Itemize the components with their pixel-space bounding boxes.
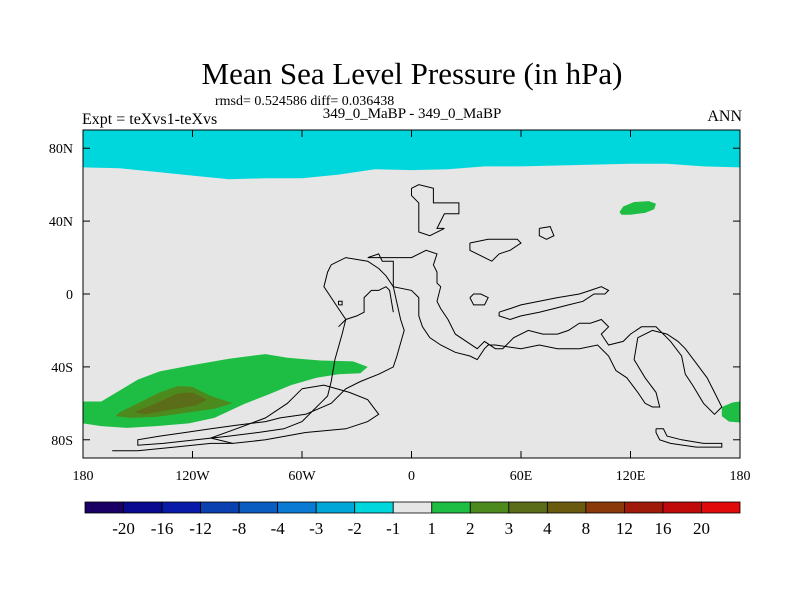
colorbar-label: 16 <box>654 519 671 538</box>
colorbar-swatch <box>701 501 741 514</box>
region-southern-ocean-positive-cell-east <box>721 401 740 423</box>
y-tick-label: 40N <box>49 215 73 230</box>
x-tick-label: 60E <box>510 469 533 484</box>
region-southern-ocean-core-cell <box>134 392 208 415</box>
y-tick-label: 80N <box>49 142 73 157</box>
x-tick-label: 120W <box>175 469 210 484</box>
colorbar-swatch <box>392 501 433 514</box>
x-tick-label: 60W <box>288 469 316 484</box>
colorbar-label: -1 <box>386 519 400 538</box>
colorbar-label: -4 <box>271 519 286 538</box>
colorbar-swatch <box>161 501 201 514</box>
colorbar-label: 2 <box>466 519 475 538</box>
colorbar-label: 8 <box>582 519 591 538</box>
colorbar-swatch <box>200 501 240 514</box>
coastline-asia-north <box>469 238 522 262</box>
colorbar-label: 4 <box>543 519 552 538</box>
x-tick-label: 120E <box>616 469 646 484</box>
x-tick-label: 180 <box>730 469 751 484</box>
coastline-middle-east <box>498 286 610 321</box>
colorbar-swatch <box>508 501 548 514</box>
colorbar-swatch <box>431 501 471 514</box>
x-tick-label: 0 <box>408 469 415 484</box>
y-tick-label: 40S <box>51 361 73 376</box>
coastlines <box>112 184 723 452</box>
coastline-central-landmass <box>367 249 723 416</box>
colorbar-swatch <box>624 501 664 514</box>
colorbar-label: -16 <box>151 519 174 538</box>
chart-subtitle: 349_0_MaBP - 349_0_MaBP <box>322 106 502 122</box>
colorbar: -20 -16 -12 -8 -4 -3 -2 -1 1 2 3 4 8 12 16 20 <box>84 501 741 538</box>
coastline-small-island <box>338 300 343 306</box>
coastline-southern-landmass <box>209 384 380 444</box>
colorbar-label: -2 <box>348 519 362 538</box>
region-north-pacific-positive-cell <box>619 201 656 215</box>
colorbar-swatch <box>662 501 702 514</box>
colorbar-swatch <box>315 501 356 514</box>
region-north-polar-band <box>83 130 740 180</box>
coastline-africa-south-asia <box>338 286 394 328</box>
colorbar-label: -8 <box>232 519 246 538</box>
contour-regions <box>83 130 740 428</box>
colorbar-label: -3 <box>309 519 323 538</box>
colorbar-label: 1 <box>428 519 437 538</box>
colorbar-swatch <box>277 501 317 514</box>
colorbar-swatch <box>84 501 124 514</box>
rmsd-diff-stats: rmsd= 0.524586 diff= 0.036438 <box>215 94 395 109</box>
coastline-north-america <box>411 184 460 237</box>
colorbar-swatch <box>469 501 510 514</box>
colorbar-label: 20 <box>693 519 710 538</box>
y-tick-label: 0 <box>66 288 73 303</box>
experiment-label: Expt = teXvs1-teXvs <box>82 111 218 128</box>
colorbar-swatch <box>238 501 279 514</box>
chart-title: Mean Sea Level Pressure (in hPa) <box>201 56 623 91</box>
colorbar-swatch <box>354 501 394 514</box>
colorbar-label: -20 <box>112 519 135 538</box>
colorbar-label: -12 <box>189 519 212 538</box>
coastline-mediterranean-islands <box>469 293 489 306</box>
x-tick-label: 180 <box>73 469 94 484</box>
season-label: ANN <box>707 108 742 125</box>
colorbar-swatch <box>546 501 587 514</box>
coastline-south-america <box>137 257 405 446</box>
y-tick-label: 80S <box>51 434 73 449</box>
coastline-greenland-iceland <box>538 226 555 240</box>
colorbar-swatch <box>585 501 625 514</box>
coastline-new-zealand-region <box>655 428 723 448</box>
colorbar-label: 3 <box>505 519 514 538</box>
axes: 180 120W 60W 0 60E 120E 180 80N 40N 0 40S 80S <box>49 130 751 484</box>
colorbar-swatch <box>123 501 163 514</box>
colorbar-label: 12 <box>616 519 633 538</box>
coastline-pacific-arc <box>112 442 233 452</box>
